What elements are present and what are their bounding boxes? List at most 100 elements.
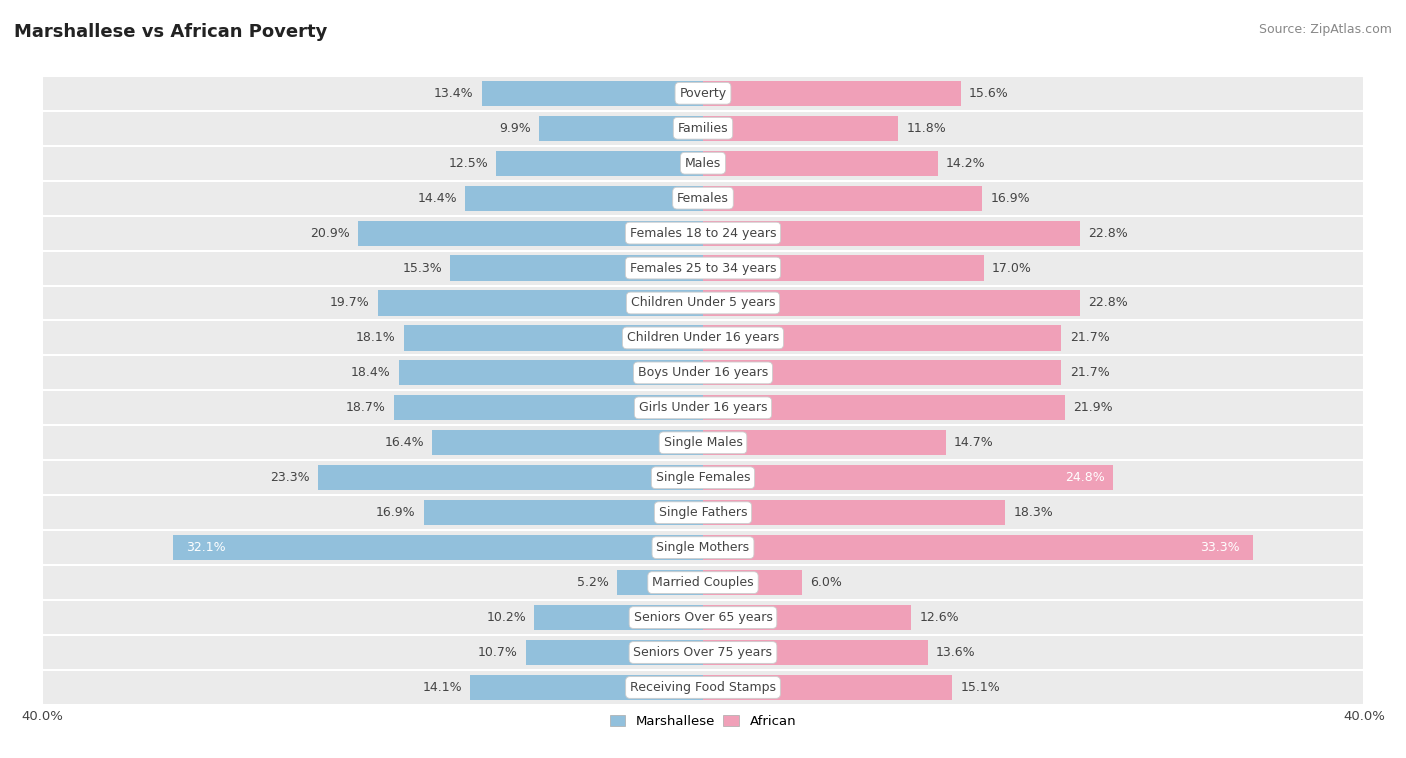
Text: Families: Families <box>678 122 728 135</box>
Bar <box>42 530 1364 565</box>
Text: 12.5%: 12.5% <box>449 157 488 170</box>
Bar <box>617 570 703 595</box>
Bar <box>173 535 703 560</box>
Bar <box>703 675 952 700</box>
Text: 17.0%: 17.0% <box>993 262 1032 274</box>
Bar <box>42 425 1364 460</box>
Text: 18.1%: 18.1% <box>356 331 395 344</box>
Text: Females 25 to 34 years: Females 25 to 34 years <box>630 262 776 274</box>
Text: 14.2%: 14.2% <box>946 157 986 170</box>
Bar <box>703 290 1080 315</box>
Bar <box>703 570 801 595</box>
Bar <box>703 151 938 176</box>
Text: Source: ZipAtlas.com: Source: ZipAtlas.com <box>1258 23 1392 36</box>
Text: Single Males: Single Males <box>664 437 742 449</box>
Bar <box>526 640 703 665</box>
Bar <box>703 221 1080 246</box>
Text: Poverty: Poverty <box>679 86 727 100</box>
Text: Married Couples: Married Couples <box>652 576 754 589</box>
Bar <box>470 675 703 700</box>
Bar <box>703 186 983 211</box>
Bar <box>703 116 898 141</box>
Bar <box>450 255 703 280</box>
Text: 15.3%: 15.3% <box>402 262 441 274</box>
Bar <box>423 500 703 525</box>
Bar <box>482 80 703 106</box>
Bar <box>496 151 703 176</box>
Bar <box>42 321 1364 356</box>
Text: Seniors Over 75 years: Seniors Over 75 years <box>634 646 772 659</box>
Text: 14.7%: 14.7% <box>955 437 994 449</box>
Bar <box>534 605 703 630</box>
Text: 13.6%: 13.6% <box>936 646 976 659</box>
Bar <box>703 465 1112 490</box>
Text: 5.2%: 5.2% <box>576 576 609 589</box>
Text: Single Mothers: Single Mothers <box>657 541 749 554</box>
Text: 16.9%: 16.9% <box>375 506 416 519</box>
Text: 19.7%: 19.7% <box>329 296 370 309</box>
Bar <box>703 605 911 630</box>
Text: 10.2%: 10.2% <box>486 611 526 624</box>
Text: Receiving Food Stamps: Receiving Food Stamps <box>630 681 776 694</box>
Text: 15.1%: 15.1% <box>960 681 1001 694</box>
Bar <box>703 431 946 456</box>
Bar <box>42 565 1364 600</box>
Bar <box>42 76 1364 111</box>
Bar <box>318 465 703 490</box>
Text: Females: Females <box>678 192 728 205</box>
Bar <box>42 180 1364 215</box>
Text: 21.9%: 21.9% <box>1073 401 1112 415</box>
Bar <box>404 325 703 350</box>
Text: 14.1%: 14.1% <box>422 681 461 694</box>
Text: 21.7%: 21.7% <box>1070 366 1109 380</box>
Text: 6.0%: 6.0% <box>810 576 842 589</box>
Text: Children Under 5 years: Children Under 5 years <box>631 296 775 309</box>
Text: 16.4%: 16.4% <box>384 437 423 449</box>
Bar <box>703 395 1064 421</box>
Bar <box>703 535 1253 560</box>
Bar <box>703 325 1062 350</box>
Bar <box>703 255 984 280</box>
Bar <box>703 360 1062 386</box>
Text: Children Under 16 years: Children Under 16 years <box>627 331 779 344</box>
Text: 21.7%: 21.7% <box>1070 331 1109 344</box>
Bar <box>399 360 703 386</box>
Text: 33.3%: 33.3% <box>1201 541 1240 554</box>
Bar <box>42 286 1364 321</box>
Bar <box>703 500 1005 525</box>
Bar <box>378 290 703 315</box>
Bar <box>42 635 1364 670</box>
Bar <box>357 221 703 246</box>
Bar <box>42 215 1364 251</box>
Text: Females 18 to 24 years: Females 18 to 24 years <box>630 227 776 240</box>
Bar <box>465 186 703 211</box>
Text: Marshallese vs African Poverty: Marshallese vs African Poverty <box>14 23 328 41</box>
Text: 23.3%: 23.3% <box>270 471 309 484</box>
Text: 16.9%: 16.9% <box>990 192 1031 205</box>
Bar <box>703 640 928 665</box>
Bar <box>42 460 1364 495</box>
Text: 10.7%: 10.7% <box>478 646 517 659</box>
Bar <box>42 670 1364 705</box>
Bar <box>42 390 1364 425</box>
Text: 18.4%: 18.4% <box>352 366 391 380</box>
Bar <box>540 116 703 141</box>
Text: Girls Under 16 years: Girls Under 16 years <box>638 401 768 415</box>
Text: 18.3%: 18.3% <box>1014 506 1053 519</box>
Text: 15.6%: 15.6% <box>969 86 1008 100</box>
Bar <box>42 600 1364 635</box>
Text: Seniors Over 65 years: Seniors Over 65 years <box>634 611 772 624</box>
Bar <box>703 80 960 106</box>
Bar <box>42 146 1364 180</box>
Text: 9.9%: 9.9% <box>499 122 531 135</box>
Text: 24.8%: 24.8% <box>1064 471 1105 484</box>
Bar <box>394 395 703 421</box>
Legend: Marshallese, African: Marshallese, African <box>605 709 801 733</box>
Text: Boys Under 16 years: Boys Under 16 years <box>638 366 768 380</box>
Bar <box>42 495 1364 530</box>
Text: 20.9%: 20.9% <box>309 227 350 240</box>
Bar <box>42 356 1364 390</box>
Text: 11.8%: 11.8% <box>907 122 946 135</box>
Bar <box>432 431 703 456</box>
Text: 18.7%: 18.7% <box>346 401 385 415</box>
